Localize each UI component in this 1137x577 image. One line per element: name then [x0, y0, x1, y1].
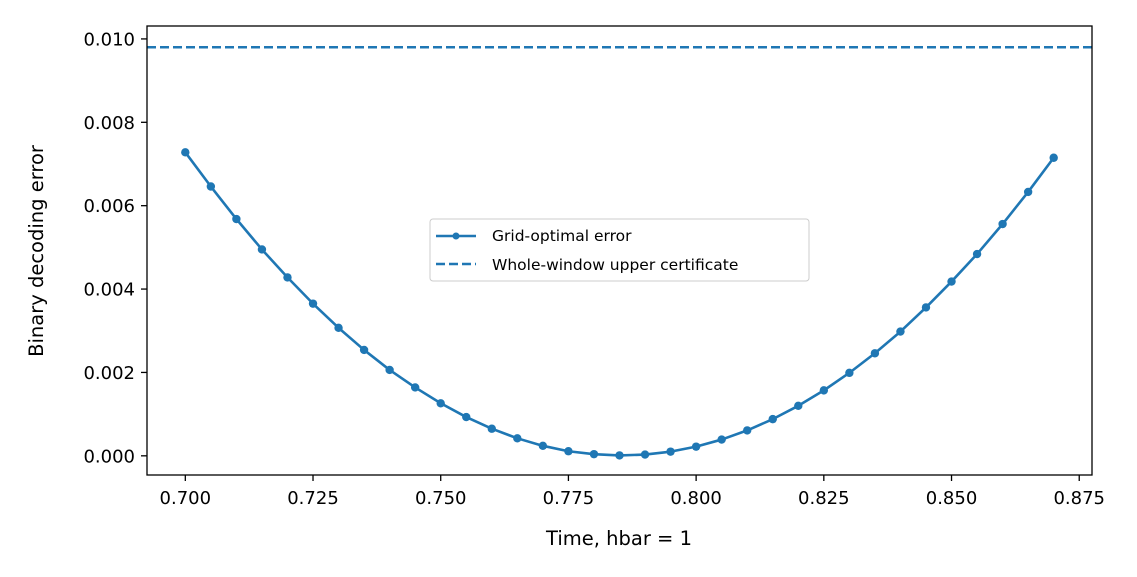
grid-optimal-error-point — [589, 449, 599, 459]
grid-optimal-error-point — [564, 447, 573, 456]
y-axis: 0.000 0.002 0.004 0.006 0.008 0.010 — [83, 29, 147, 467]
grid-optimal-error-point — [410, 383, 420, 392]
grid-optimal-error-point — [640, 450, 650, 459]
x-axis-label: Time, hbar = 1 — [545, 527, 692, 550]
grid-optimal-error-point — [615, 451, 624, 460]
grid-optimal-error-point — [717, 435, 726, 444]
grid-optimal-error-point — [921, 303, 931, 312]
grid-optimal-error-point — [359, 345, 369, 355]
y-tick-label: 0.002 — [83, 363, 135, 384]
grid-optimal-error-point — [334, 323, 343, 333]
grid-optimal-error-point — [487, 424, 496, 433]
y-tick-label: 0.004 — [83, 280, 135, 301]
grid-optimal-error-point — [232, 214, 241, 224]
grid-optimal-error-point — [768, 414, 777, 424]
x-tick-label: 0.750 — [415, 488, 467, 509]
grid-optimal-error-point — [1023, 187, 1033, 197]
grid-optimal-error-point — [206, 182, 216, 191]
x-tick-label: 0.800 — [670, 488, 722, 509]
grid-optimal-error-point — [1049, 153, 1058, 162]
y-tick-label: 0.000 — [83, 446, 135, 467]
grid-optimal-error-point — [257, 245, 267, 254]
x-tick-label: 0.700 — [160, 488, 212, 509]
grid-optimal-error-point — [308, 299, 318, 308]
grid-optimal-error-point — [181, 148, 190, 157]
grid-optimal-error-point — [283, 273, 292, 282]
legend: Grid-optimal error Whole-window upper ce… — [429, 218, 810, 282]
y-tick-label: 0.008 — [83, 113, 135, 134]
grid-optimal-error-point — [870, 349, 880, 358]
grid-optimal-error-point — [691, 442, 701, 451]
grid-optimal-error-point — [436, 399, 445, 408]
legend-marker-grid-optimal — [452, 232, 460, 240]
grid-optimal-error-point — [972, 249, 982, 259]
grid-optimal-error-point — [743, 426, 752, 435]
data-marks — [147, 45, 1092, 460]
legend-label-upper-certificate: Whole-window upper certificate — [492, 256, 738, 274]
x-tick-label: 0.725 — [287, 488, 339, 509]
grid-optimal-error-point — [462, 412, 471, 422]
legend-box — [429, 218, 810, 282]
y-tick-label: 0.010 — [83, 29, 135, 50]
plot-frame — [146, 25, 1093, 476]
x-tick-label: 0.850 — [926, 488, 978, 509]
grid-optimal-error-point — [385, 365, 394, 375]
y-tick-label: 0.006 — [83, 196, 135, 217]
grid-optimal-error-point — [538, 441, 548, 451]
legend-label-grid-optimal: Grid-optimal error — [492, 227, 632, 245]
x-tick-label: 0.825 — [798, 488, 850, 509]
grid-optimal-error-point — [845, 368, 854, 378]
grid-optimal-error-point — [794, 401, 803, 410]
grid-optimal-error-point — [819, 386, 829, 395]
grid-optimal-error-point — [896, 327, 905, 336]
y-axis-label: Binary decoding error — [25, 144, 48, 357]
x-tick-label: 0.875 — [1053, 488, 1105, 509]
x-tick-label: 0.775 — [543, 488, 595, 509]
grid-optimal-error-point — [666, 447, 675, 456]
grid-optimal-error-point — [947, 277, 956, 286]
x-axis: 0.700 0.725 0.750 0.775 0.800 0.825 0.850 0.875 — [160, 475, 1105, 509]
grid-optimal-error-point — [998, 219, 1007, 229]
grid-optimal-error-point — [513, 434, 522, 443]
